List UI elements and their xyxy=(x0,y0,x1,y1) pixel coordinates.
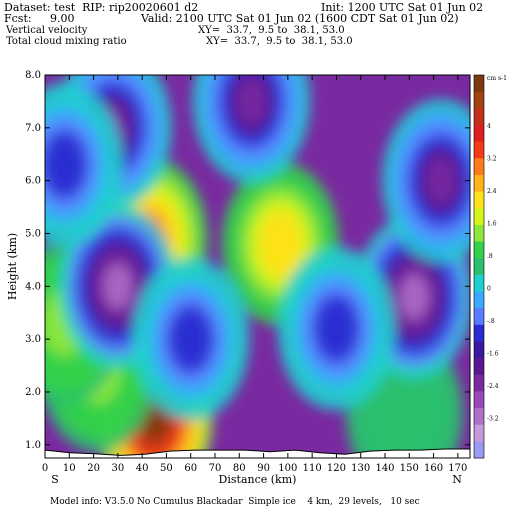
x-tick-label: 80 xyxy=(233,463,246,474)
x-tick-label: 160 xyxy=(424,463,443,474)
colorbar-label: 4 xyxy=(487,123,491,130)
colorbar-swatch xyxy=(474,174,484,193)
y-tick-label: 3.0 xyxy=(25,334,41,345)
colorbar-label: 1.6 xyxy=(487,221,497,228)
y-tick-label: 8.0 xyxy=(25,70,41,81)
colorbar-label: 0 xyxy=(487,286,491,293)
y-tick-label: 7.0 xyxy=(25,123,41,134)
colorbar-label: -.8 xyxy=(487,318,495,325)
init-time: Init: 1200 UTC Sat 01 Jun 02 xyxy=(321,1,484,14)
colorbar-swatch xyxy=(474,208,484,226)
south-label: S xyxy=(51,473,59,486)
x-tick-label: 70 xyxy=(209,463,222,474)
contour-feature-13 xyxy=(50,142,79,187)
colorbar-swatch xyxy=(474,324,484,342)
colorbar-swatch xyxy=(474,291,484,309)
contour-feature-9 xyxy=(426,158,455,203)
y-axis-label: Height (km) xyxy=(6,233,19,300)
colorbar-swatch xyxy=(474,358,484,376)
colorbar-label: -2.4 xyxy=(487,383,499,390)
x-tick-label: 0 xyxy=(42,463,48,474)
contour-feature-7 xyxy=(400,274,429,319)
colorbar-swatch xyxy=(474,75,484,93)
colorbar-label: -1.6 xyxy=(487,351,499,358)
colorbar-swatch xyxy=(474,224,484,243)
colorbar-label: .8 xyxy=(487,253,493,260)
field-name-vertical-velocity: Vertical velocity xyxy=(6,25,88,36)
colorbar-swatch xyxy=(474,91,484,109)
x-tick-label: 120 xyxy=(327,463,346,474)
contour-feature-10 xyxy=(176,317,205,362)
colorbar-swatch xyxy=(474,108,484,126)
x-tick-label: 40 xyxy=(136,463,149,474)
y-tick-label: 2.0 xyxy=(25,387,41,398)
x-tick-label: 150 xyxy=(400,463,419,474)
field-name-cloud-mixing-ratio: Total cloud mixing ratio xyxy=(6,36,127,47)
y-tick-label: 5.0 xyxy=(25,228,41,239)
colorbar-swatch xyxy=(474,241,484,259)
x-tick-label: 110 xyxy=(303,463,322,474)
colorbar-label: -3.2 xyxy=(487,416,499,423)
north-label: N xyxy=(452,473,462,486)
colorbar-swatch xyxy=(474,258,484,276)
x-tick-label: 20 xyxy=(87,463,100,474)
colorbar-swatch xyxy=(474,391,484,409)
colorbar-swatch xyxy=(474,158,484,176)
x-tick-label: 140 xyxy=(375,463,394,474)
forecast-label: Fcst: xyxy=(4,12,32,25)
dataset-title: Dataset: test RIP: rip20020601 d2 xyxy=(4,1,199,14)
colorbar-swatch xyxy=(474,141,484,159)
colorbar-unit: cm s-1 xyxy=(487,75,507,82)
x-tick-label: 10 xyxy=(63,463,76,474)
x-tick-label: 100 xyxy=(278,463,297,474)
x-tick-label: 60 xyxy=(184,463,197,474)
plot-frame xyxy=(44,74,471,459)
colorbar-label: 3.2 xyxy=(487,156,497,163)
colorbar-frame xyxy=(473,74,485,459)
x-tick-label: 30 xyxy=(111,463,124,474)
contour-blobs xyxy=(45,75,470,458)
contour-feature-8 xyxy=(237,79,266,124)
x-tick-label: 170 xyxy=(448,463,467,474)
colorbar-label: 2.4 xyxy=(487,188,497,195)
colorbar-swatch xyxy=(474,441,484,459)
colorbar-swatch xyxy=(474,191,484,209)
colorbar-swatch xyxy=(474,408,484,426)
field-extent-1: XY= 33.7, 9.5 to 38.1, 53.0 xyxy=(198,25,345,36)
contour-feature-6 xyxy=(103,264,132,309)
colorbar-swatch xyxy=(474,424,484,442)
terrain xyxy=(45,448,470,458)
colorbar-swatch xyxy=(474,308,484,326)
model-info: Model info: V3.5.0 No Cumulus Blackadar … xyxy=(50,497,420,507)
contour-feature-2 xyxy=(266,222,295,267)
colorbar-swatch xyxy=(474,124,484,143)
contour-field xyxy=(45,75,470,458)
contour-feature-5 xyxy=(390,391,419,436)
colorbar-swatch xyxy=(474,274,484,292)
y-tick-label: 6.0 xyxy=(25,176,41,187)
forecast-value: 9.00 xyxy=(50,12,75,25)
x-tick-label: 50 xyxy=(160,463,173,474)
field-extent-2: XY= 33.7, 9.5 to 38.1, 53.0 xyxy=(206,36,353,47)
y-tick-label: 4.0 xyxy=(25,281,41,292)
contour-feature-11 xyxy=(322,306,351,351)
y-tick-label: 1.0 xyxy=(25,440,41,451)
valid-time: Valid: 2100 UTC Sat 01 Jun 02 (1600 CDT … xyxy=(141,12,459,25)
colorbar-swatch xyxy=(474,374,484,392)
x-tick-label: 130 xyxy=(351,463,370,474)
x-axis-label: Distance (km) xyxy=(219,473,297,486)
colorbar-swatch xyxy=(474,341,484,359)
x-tick-label: 90 xyxy=(257,463,270,474)
